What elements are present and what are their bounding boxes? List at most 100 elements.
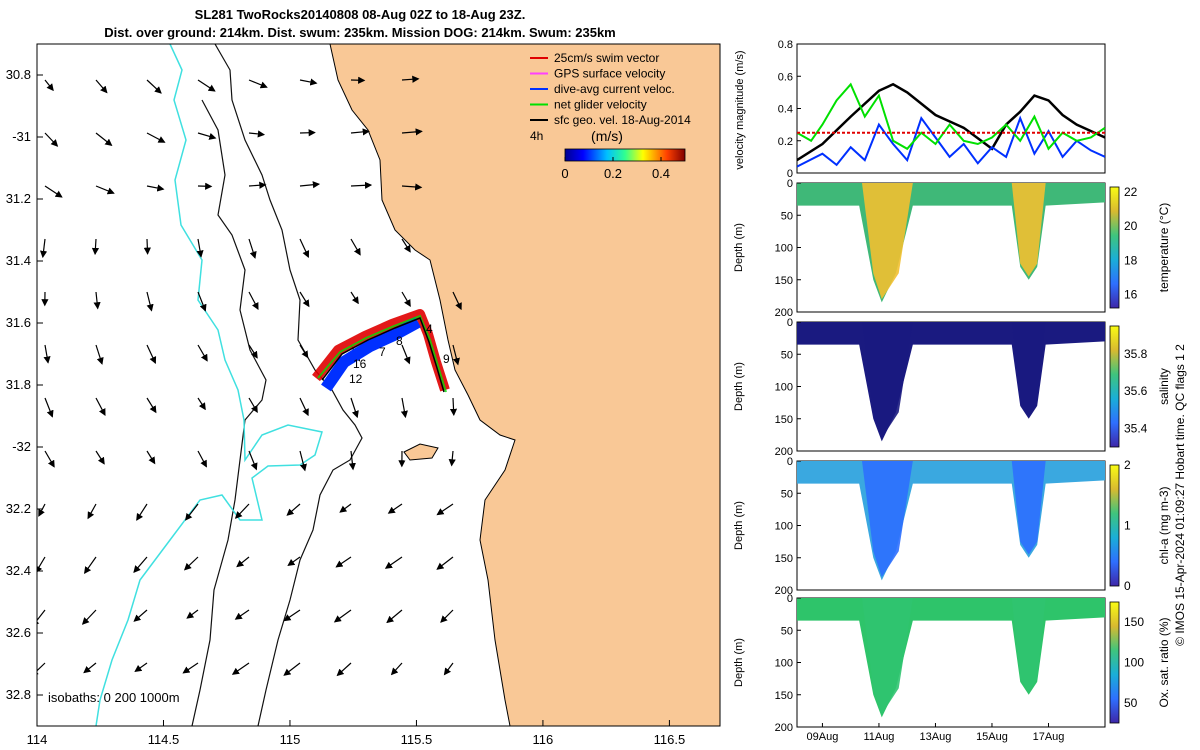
section-y-tick-label: 100: [775, 243, 793, 255]
geo-velocity-arrow: [286, 503, 301, 516]
section-core: [1011, 598, 1046, 692]
geo-velocity-arrow: [95, 132, 113, 147]
colorbar-tick-label: 16: [1124, 287, 1138, 301]
geo-velocity-arrow: [443, 662, 454, 676]
land-mass: [329, 44, 720, 726]
section-colorbar: [1109, 464, 1120, 587]
map-y-tick-label: -32: [12, 439, 31, 454]
geo-velocity-arrows: [37, 75, 462, 677]
geo-velocity-arrow: [44, 185, 63, 198]
geo-velocity-arrow: [350, 397, 359, 419]
section-colorbar-label: temperature (°C): [1157, 203, 1171, 293]
geo-velocity-arrow: [95, 344, 104, 365]
geo-velocity-arrow: [196, 238, 204, 258]
geo-velocity-arrow: [44, 79, 54, 92]
day-label: 8: [396, 334, 403, 348]
section-panel: 0 50 100 150 200 Depth (m) 50 100 150 Ox. sat. ra…: [733, 593, 1171, 734]
section-y-tick-label: 50: [781, 488, 793, 500]
geo-velocity-arrow: [350, 238, 361, 256]
geo-velocity-arrow: [401, 183, 423, 191]
section-panel: 0 50 100 150 200 Depth (m) 0 1 2 chl-a (mg m-3): [733, 456, 1171, 597]
arrow-scale-note: 4h: [530, 129, 543, 143]
section-x-tick-label: 15Aug: [976, 731, 1008, 743]
geo-velocity-arrow: [146, 344, 157, 365]
velocity-series-line: [797, 115, 1105, 168]
geo-velocity-arrow: [38, 503, 46, 517]
map-y-tick-label: 31.6: [6, 315, 31, 330]
geo-velocity-arrow: [91, 238, 100, 256]
map-legend: 25cm/s swim vector GPS surface velocitydi…: [530, 51, 691, 127]
section-colorbar-label: chl-a (mg m-3): [1157, 486, 1171, 564]
title-line-2: Dist. over ground: 214km. Dist. swum: 23…: [104, 25, 616, 40]
velocity-ylabel: velocity magnitude (m/s): [734, 50, 746, 169]
section-core: [861, 598, 913, 715]
section-y-tick-label: 0: [787, 317, 793, 329]
section-y-tick-label: 0: [787, 593, 793, 605]
section-colorbar: [1109, 601, 1120, 724]
map-y-tick-label: 32.6: [6, 625, 31, 640]
section-ylabel: Depth (m): [733, 223, 745, 272]
section-core: [1011, 183, 1046, 277]
speed-colorbar: [564, 148, 686, 162]
geo-velocity-arrow: [452, 291, 462, 311]
geo-velocity-arrow: [390, 662, 403, 676]
geo-velocity-arrow: [350, 291, 359, 305]
geo-velocity-arrow: [37, 662, 46, 677]
geo-velocity-arrow: [283, 609, 301, 622]
legend-label: GPS surface velocity: [554, 67, 665, 81]
track-line: [321, 317, 445, 393]
section-y-tick-label: 100: [775, 658, 793, 670]
geo-velocity-arrow: [146, 397, 157, 414]
map-x-tick-label: 115: [280, 732, 301, 747]
colorbar-tick-label: 22: [1124, 185, 1138, 199]
geo-velocity-arrow: [248, 130, 266, 138]
geo-velocity-arrow: [197, 132, 217, 140]
geo-velocity-arrow: [248, 238, 257, 259]
section-x-tick-label: 09Aug: [807, 731, 839, 743]
geo-velocity-arrow: [44, 132, 59, 147]
net-velocity: [317, 314, 447, 393]
section-y-tick-label: 100: [775, 521, 793, 533]
section-panel: 0 50 100 150 200 Depth (m) 35.4 35.6 35.8 salinit…: [733, 317, 1171, 458]
geo-velocity-arrow: [146, 291, 154, 312]
geo-velocity-arrow: [299, 181, 321, 189]
section-colorbar: [1109, 325, 1120, 448]
speed-colorbar-ticks: 0 0.2 0.4: [561, 157, 670, 181]
map-x-ticks: 114 114.5 115 115.5 116 116.5: [27, 720, 685, 747]
map-y-tick-label: 32.8: [6, 687, 31, 702]
colorbar-tick-label: 0.2: [604, 166, 622, 181]
section-core: [1011, 322, 1046, 416]
geo-velocity-arrow: [197, 79, 216, 92]
geo-velocity-arrow: [197, 397, 206, 411]
section-y-tick-label: 200: [775, 585, 793, 597]
velocity-series-line: [797, 82, 1105, 162]
section-ylabel: Depth (m): [733, 362, 745, 411]
geo-velocity-arrow: [234, 609, 250, 620]
section-y-tick-label: 0: [787, 178, 793, 190]
velocity-series-line: [797, 82, 1105, 151]
map-y-tick-label: 31.8: [6, 377, 31, 392]
day-label: 16: [353, 357, 367, 371]
section-panel: 0 50 100 150 200 Depth (m) 16 18 20 22 temperature…: [733, 178, 1171, 319]
colorbar-tick-label: 0: [561, 166, 568, 181]
section-x-tick-label: 11Aug: [863, 731, 894, 743]
colorbar-tick-label: 35.4: [1124, 421, 1148, 435]
geo-velocity-arrow: [452, 344, 460, 366]
section-core: [1011, 461, 1046, 555]
section-core: [861, 322, 913, 439]
geo-velocity-arrow: [401, 291, 411, 308]
velocity-y-ticks: 0 0.2 0.4 0.6 0.8: [778, 39, 801, 180]
geo-velocity-arrow: [134, 662, 148, 673]
geo-velocity-arrow: [95, 450, 105, 465]
geo-velocity-arrow: [93, 291, 101, 310]
velocity-y-tick-label: 0.2: [778, 136, 793, 148]
geo-velocity-arrow: [436, 503, 454, 516]
velocity-plot-area: [796, 43, 1106, 174]
map-y-tick-label: 31.2: [6, 191, 31, 206]
map-y-tick-label: -31: [12, 129, 31, 144]
geo-velocity-arrow: [133, 556, 148, 573]
colorbar-tick-label: 0.4: [652, 166, 670, 181]
geo-velocity-arrow: [401, 128, 423, 136]
section-y-tick-label: 200: [775, 446, 793, 458]
